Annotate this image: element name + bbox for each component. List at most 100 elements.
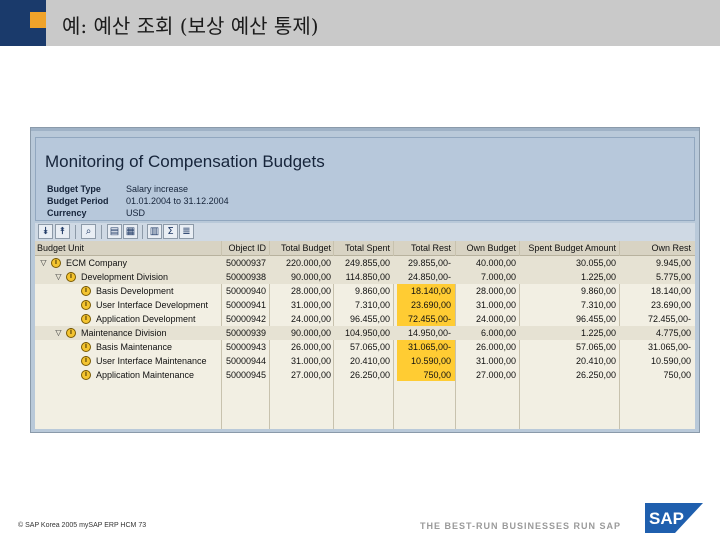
- currency-label: Currency: [47, 208, 87, 218]
- currency-value: USD: [126, 208, 146, 218]
- org-unit-icon: i: [81, 356, 91, 366]
- org-unit-icon: i: [81, 300, 91, 310]
- toolbar-separator: [142, 225, 143, 239]
- cell-total-spent: 20.410,00: [349, 356, 390, 366]
- layout-icon[interactable]: ▥: [147, 224, 162, 239]
- header-bar: [46, 0, 720, 46]
- cell-own-budget: 31.000,00: [475, 300, 516, 310]
- find-icon[interactable]: ⌕: [81, 224, 96, 239]
- window-title: Monitoring of Compensation Budgets: [45, 152, 325, 171]
- cell-own-budget: 28.000,00: [475, 286, 516, 296]
- cell-total-budget: 28.000,00: [290, 286, 331, 296]
- table-header: Budget Unit Object ID Total Budget Total…: [35, 241, 695, 256]
- sap-logo-text: SAP: [649, 509, 684, 528]
- cell-spent-amount: 26.250,00: [575, 370, 616, 380]
- table-row[interactable]: i User Interface Maintenance 50000944 31.00…: [35, 354, 695, 368]
- toolbar-separator: [75, 225, 76, 239]
- col-header-total-rest[interactable]: Total Rest: [410, 243, 451, 253]
- budget-period-label: Budget Period: [47, 196, 109, 206]
- table-row[interactable]: i Basis Maintenance 50000943 26.000,00 57.06…: [35, 340, 695, 354]
- expand-all-icon[interactable]: ⯯: [38, 224, 53, 239]
- col-header-total-spent[interactable]: Total Spent: [344, 243, 390, 253]
- org-unit-icon: i: [81, 370, 91, 380]
- cell-budget-unit[interactable]: User Interface Development: [96, 300, 209, 310]
- cell-total-spent: 57.065,00: [349, 342, 390, 352]
- table-row[interactable]: i User Interface Development 50000941 31.00…: [35, 298, 695, 312]
- cell-spent-amount: 9.860,00: [580, 286, 616, 296]
- col-header-total-budget[interactable]: Total Budget: [280, 243, 331, 253]
- cell-object-id: 50000942: [225, 314, 266, 324]
- budget-type-value: Salary increase: [126, 184, 189, 194]
- print-icon[interactable]: ▤: [107, 224, 122, 239]
- org-unit-icon: i: [81, 286, 91, 296]
- cell-own-rest: 72.455,00-: [647, 314, 691, 324]
- cell-own-rest: 23.690,00: [650, 300, 691, 310]
- cell-total-spent: 249.855,00: [344, 258, 390, 268]
- table-row[interactable]: ▽ i Maintenance Division 50000939 90.000,00 1…: [35, 326, 695, 340]
- toolbar-separator: [101, 225, 102, 239]
- table-row[interactable]: i Basis Development 50000940 28.000,00 9.860…: [35, 284, 695, 298]
- cell-total-rest: 750,00: [423, 370, 451, 380]
- col-header-own-rest[interactable]: Own Rest: [651, 243, 691, 253]
- cell-total-spent: 104.950,00: [344, 328, 390, 338]
- cell-spent-amount: 7.310,00: [580, 300, 616, 310]
- cell-budget-unit[interactable]: ECM Company: [66, 258, 128, 268]
- cell-total-spent: 96.455,00: [349, 314, 390, 324]
- expand-toggle-icon[interactable]: ▽: [40, 258, 47, 267]
- cell-own-budget: 7.000,00: [480, 272, 516, 282]
- total-icon[interactable]: Σ: [163, 224, 178, 239]
- cell-own-budget: 6.000,00: [480, 328, 516, 338]
- footer-slogan: THE BEST-RUN BUSINESSES RUN SAP: [420, 521, 622, 531]
- table-row[interactable]: i Application Development 50000942 24.000,0…: [35, 312, 695, 326]
- cell-total-rest: 18.140,00: [410, 286, 451, 296]
- cell-total-budget: 90.000,00: [290, 272, 331, 282]
- col-header-own-budget[interactable]: Own Budget: [466, 243, 516, 253]
- cell-budget-unit[interactable]: Application Maintenance: [96, 370, 195, 380]
- cell-spent-amount: 96.455,00: [575, 314, 616, 324]
- cell-own-rest: 9.945,00: [655, 258, 691, 268]
- cell-total-rest: 72.455,00-: [407, 314, 451, 324]
- cell-own-rest: 10.590,00: [650, 356, 691, 366]
- budget-type-label: Budget Type: [47, 184, 101, 194]
- cell-own-budget: 40.000,00: [475, 258, 516, 268]
- collapse-all-icon[interactable]: ⯭: [55, 224, 70, 239]
- cell-total-budget: 31.000,00: [290, 300, 331, 310]
- cell-object-id: 50000945: [225, 370, 266, 380]
- cell-total-rest: 10.590,00: [410, 356, 451, 366]
- cell-object-id: 50000939: [225, 328, 266, 338]
- cell-budget-unit[interactable]: Basis Maintenance: [96, 342, 173, 352]
- org-unit-icon: i: [81, 314, 91, 324]
- cell-total-spent: 26.250,00: [349, 370, 390, 380]
- table-row[interactable]: i Application Maintenance 50000945 27.000,0…: [35, 368, 695, 382]
- cell-own-budget: 24.000,00: [475, 314, 516, 324]
- cell-total-spent: 114.850,00: [345, 272, 390, 282]
- sap-logo: SAP: [645, 503, 703, 533]
- info-panel: Monitoring of Compensation Budgets Budge…: [35, 137, 695, 221]
- col-header-object-id[interactable]: Object ID: [228, 243, 266, 253]
- cell-budget-unit[interactable]: Maintenance Division: [81, 328, 167, 338]
- sap-window: Monitoring of Compensation Budgets Budge…: [30, 127, 700, 433]
- cell-budget-unit[interactable]: Development Division: [81, 272, 169, 282]
- details-icon[interactable]: ≣: [179, 224, 194, 239]
- org-unit-icon: i: [51, 258, 61, 268]
- cell-object-id: 50000940: [225, 286, 266, 296]
- cell-budget-unit[interactable]: Basis Development: [96, 286, 174, 296]
- cell-total-spent: 9.860,00: [354, 286, 390, 296]
- table-row[interactable]: ▽ i Development Division 50000938 90.000,00 1…: [35, 270, 695, 284]
- cell-total-rest: 24.850,00-: [407, 272, 451, 282]
- cell-object-id: 50000937: [225, 258, 266, 268]
- col-header-budget-unit[interactable]: Budget Unit: [37, 243, 85, 253]
- excel-export-icon[interactable]: ▦: [123, 224, 138, 239]
- table-row[interactable]: ▽ i ECM Company 50000937 220.000,00 249.855,0…: [35, 256, 695, 270]
- cell-total-rest: 31.065,00-: [407, 342, 451, 352]
- cell-budget-unit[interactable]: User Interface Maintenance: [96, 356, 207, 366]
- cell-budget-unit[interactable]: Application Development: [96, 314, 196, 324]
- budget-tree-table: Budget Unit Object ID Total Budget Total…: [35, 241, 695, 429]
- expand-toggle-icon[interactable]: ▽: [55, 272, 62, 281]
- cell-spent-amount: 57.065,00: [575, 342, 616, 352]
- cell-object-id: 50000943: [225, 342, 266, 352]
- expand-toggle-icon[interactable]: ▽: [55, 328, 62, 337]
- col-header-spent-budget-amount[interactable]: Spent Budget Amount: [528, 243, 616, 253]
- cell-total-budget: 26.000,00: [290, 342, 331, 352]
- header-orange-square: [30, 12, 46, 28]
